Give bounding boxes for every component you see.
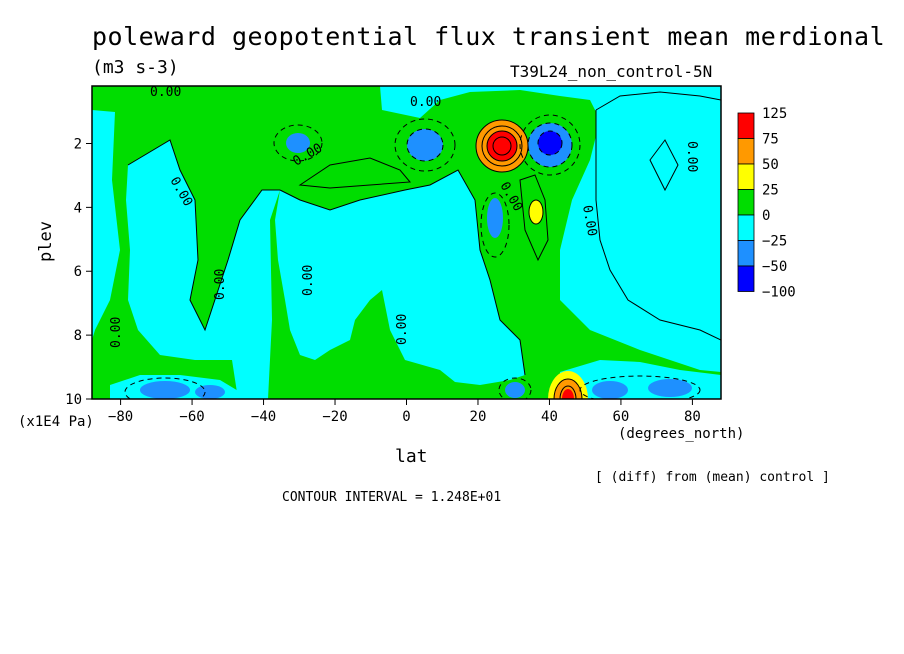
y-tick-label: 2 (74, 136, 82, 152)
legend-level-label: −25 (762, 234, 787, 250)
contour-lines (127, 91, 721, 399)
contour-negative-ring (519, 114, 581, 176)
x-tick-label: −20 (322, 409, 347, 425)
contour-bottom-ring (559, 385, 577, 399)
contour-negative-ring (579, 375, 701, 399)
contour-negative-ring (273, 124, 323, 162)
x-tick-label: 40 (541, 409, 558, 425)
contour-positive-line (519, 174, 549, 262)
fill-blue-mid (487, 198, 503, 238)
y-tick-label: 8 (74, 328, 82, 344)
contour-jet-ring (481, 125, 523, 167)
y-tick-label: 4 (74, 200, 82, 216)
fill-red-bottom (562, 389, 574, 399)
x-tick-label: 80 (684, 409, 701, 425)
contour-label: 0.00 (109, 317, 124, 348)
legend-level-label: 0 (762, 208, 770, 224)
x-tick-label: 0 (402, 409, 410, 425)
contour-positive-line (298, 157, 412, 189)
contour-label: 0.00 (301, 265, 316, 296)
legend-level-label: 75 (762, 132, 779, 148)
contour-positive-line (649, 139, 679, 192)
contour-label: 0.00 (213, 269, 228, 300)
legend-swatch (737, 265, 755, 292)
legend-swatch (737, 163, 755, 190)
legend-level-label: 125 (762, 106, 787, 122)
fill-blue-south (286, 133, 310, 153)
contour-negative-ring (394, 118, 456, 172)
fill-darkblue-ne (538, 131, 562, 155)
fill-cyan-west-pocket (126, 140, 280, 399)
legend-swatch (737, 138, 755, 165)
contour-label: 0.00 (684, 141, 699, 172)
legend-swatch (737, 240, 755, 267)
contour-negative-ring (527, 122, 573, 168)
contour-negative-ring (537, 130, 563, 156)
fill-cyan-left-pocket (92, 110, 120, 340)
contour-yellow-ring (528, 199, 544, 225)
x-tick-label: 60 (613, 409, 630, 425)
contour-label: 0.00 (150, 85, 181, 100)
x-tick-label: −40 (251, 409, 276, 425)
legend-swatch (737, 189, 755, 216)
fill-blue-br1 (592, 381, 628, 399)
fill-cyan-east (596, 92, 721, 340)
fill-yellow-mid (529, 200, 543, 224)
fill-red-jet (487, 131, 517, 161)
legend-level-label: 50 (762, 157, 779, 173)
contour-label: 0.00 (410, 95, 441, 110)
x-tick-label: 20 (470, 409, 487, 425)
contour-label: 0.00 (579, 204, 599, 237)
y-tick-label: 10 (65, 392, 82, 408)
contour-fills (92, 86, 721, 399)
fill-blue-br2 (648, 379, 692, 397)
color-legend: 125 75 50 25 0 −25 −50 −100 (737, 106, 796, 301)
contour-interval-note: CONTOUR INTERVAL = 1.248E+01 (282, 490, 502, 505)
contour-jet-ring (486, 130, 518, 162)
contour-label: 0.00 (395, 314, 410, 345)
fill-blue-bl2 (195, 385, 225, 399)
contour-jet-ring (492, 136, 512, 156)
negative-contours (124, 114, 701, 399)
x-tick-label: −60 (179, 409, 204, 425)
legend-level-label: −50 (762, 259, 787, 275)
run-label: T39L24_non_control-5N (510, 62, 713, 81)
legend-level-label: −100 (762, 285, 796, 301)
legend-level-label: 25 (762, 183, 779, 199)
contour-zero-line (595, 110, 721, 341)
contour-zero-line (279, 169, 526, 376)
fill-cyan-central (275, 170, 525, 385)
contour-zero-line (595, 91, 721, 111)
contour-negative-ring (406, 128, 444, 162)
units-label: (m3 s-3) (92, 57, 179, 78)
y-tick-label: 6 (74, 264, 82, 280)
legend-swatch (737, 214, 755, 241)
fill-blue-bl1 (140, 381, 190, 399)
axis-ticks: −80 −60 −40 −20 0 20 40 60 80 2 4 6 8 10 (65, 136, 701, 425)
fill-blue-b3 (505, 382, 525, 398)
chart-title: poleward geopotential flux transient mea… (92, 22, 886, 51)
fill-blue-eq (407, 129, 443, 161)
x-tick-label: −80 (108, 409, 133, 425)
contour-zero-line (127, 139, 280, 332)
diff-note: [ (diff) from (mean) control ] (595, 470, 830, 485)
contour-negative-ring (498, 377, 532, 399)
y-axis-unit: (x1E4 Pa) (18, 414, 94, 430)
contour-negative-ring (124, 377, 206, 399)
contour-bottom-ring (553, 378, 583, 399)
legend-swatch (737, 112, 755, 139)
x-axis-unit: (degrees_north) (618, 426, 745, 442)
contour-negative-ring (480, 192, 510, 258)
x-axis-label: lat (395, 446, 428, 467)
